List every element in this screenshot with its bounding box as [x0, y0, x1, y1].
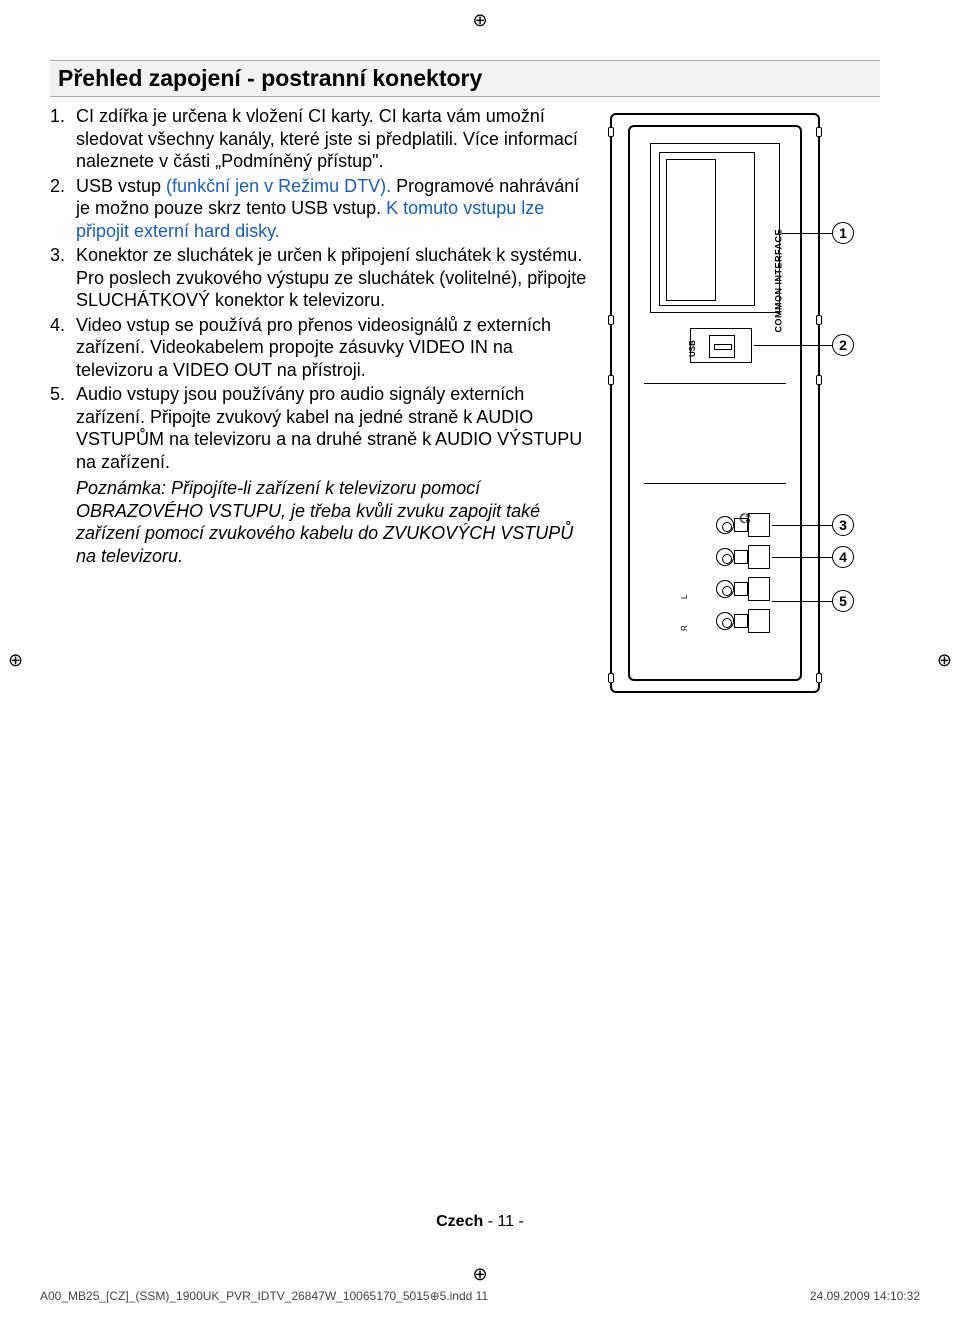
- usb-slot: USB: [690, 328, 752, 363]
- callout-1: 1: [832, 222, 854, 244]
- footer-page-number: 11: [497, 1213, 514, 1230]
- callout-2: 2: [832, 334, 854, 356]
- instruction-text-run: Konektor ze sluchátek je určen k připoje…: [76, 245, 586, 310]
- callout-4: 4: [832, 546, 854, 568]
- separator-line: [644, 483, 786, 484]
- ci-slot: COMMON INTERFACE: [650, 143, 780, 313]
- instruction-note: Poznámka: Připojíte-li zařízení k televi…: [76, 477, 590, 567]
- instruction-item: CI zdířka je určena k vložení CI karty. …: [76, 105, 590, 173]
- connector-diagram: COMMON INTERFACE USB 🎧: [610, 113, 870, 713]
- audio-r-jack: R: [680, 609, 770, 633]
- print-metadata-footer: A00_MB25_[CZ]_(SSM)_1900UK_PVR_IDTV_2684…: [40, 1289, 920, 1303]
- callout-5: 5: [832, 590, 854, 612]
- instruction-text-run: CI zdířka je určena k vložení CI karty. …: [76, 106, 578, 171]
- instruction-text-run: Audio vstupy jsou používány pro audio si…: [76, 384, 582, 472]
- instruction-list-column: CI zdířka je určena k vložení CI karty. …: [50, 105, 590, 713]
- instruction-text-run: Video vstup se používá pro přenos videos…: [76, 315, 551, 380]
- page-footer: Czech - 11 -: [0, 1213, 960, 1231]
- callout-line: [772, 557, 832, 558]
- instruction-text-run: USB vstup: [76, 176, 166, 196]
- footer-sep: -: [483, 1213, 497, 1230]
- callout-3: 3: [832, 514, 854, 536]
- print-timestamp: 24.09.2009 14:10:32: [810, 1289, 920, 1303]
- callout-line: [754, 345, 832, 346]
- callout-line: [772, 601, 832, 602]
- instruction-item: Audio vstupy jsou používány pro audio si…: [76, 383, 590, 567]
- separator-line: [644, 383, 786, 384]
- audio-r-label: R: [680, 625, 689, 631]
- ci-slot-label: COMMON INTERFACE: [773, 229, 783, 333]
- audio-l-jack: L: [680, 577, 770, 601]
- instruction-item: USB vstup (funkční jen v Režimu DTV). Pr…: [76, 175, 590, 243]
- headphone-jack: 🎧: [680, 513, 770, 537]
- instruction-list: CI zdířka je určena k vložení CI karty. …: [50, 105, 590, 567]
- callout-line: [782, 233, 832, 234]
- audio-l-label: L: [680, 595, 689, 599]
- callout-line: [772, 525, 832, 526]
- connector-diagram-column: COMMON INTERFACE USB 🎧: [610, 105, 890, 713]
- footer-language: Czech: [436, 1213, 483, 1230]
- instruction-text-run: (funkční jen v Režimu DTV).: [166, 176, 396, 196]
- print-filename: A00_MB25_[CZ]_(SSM)_1900UK_PVR_IDTV_2684…: [40, 1289, 488, 1303]
- instruction-item: Konektor ze sluchátek je určen k připoje…: [76, 244, 590, 312]
- registration-mark-bottom: ⊕: [472, 1264, 487, 1285]
- usb-slot-label: USB: [688, 340, 697, 357]
- instruction-item: Video vstup se používá pro přenos videos…: [76, 314, 590, 382]
- section-title-bar: Přehled zapojení - postranní konektory: [50, 60, 880, 97]
- video-jack: [680, 545, 770, 569]
- section-title: Přehled zapojení - postranní konektory: [58, 65, 482, 91]
- footer-trail: -: [514, 1213, 524, 1230]
